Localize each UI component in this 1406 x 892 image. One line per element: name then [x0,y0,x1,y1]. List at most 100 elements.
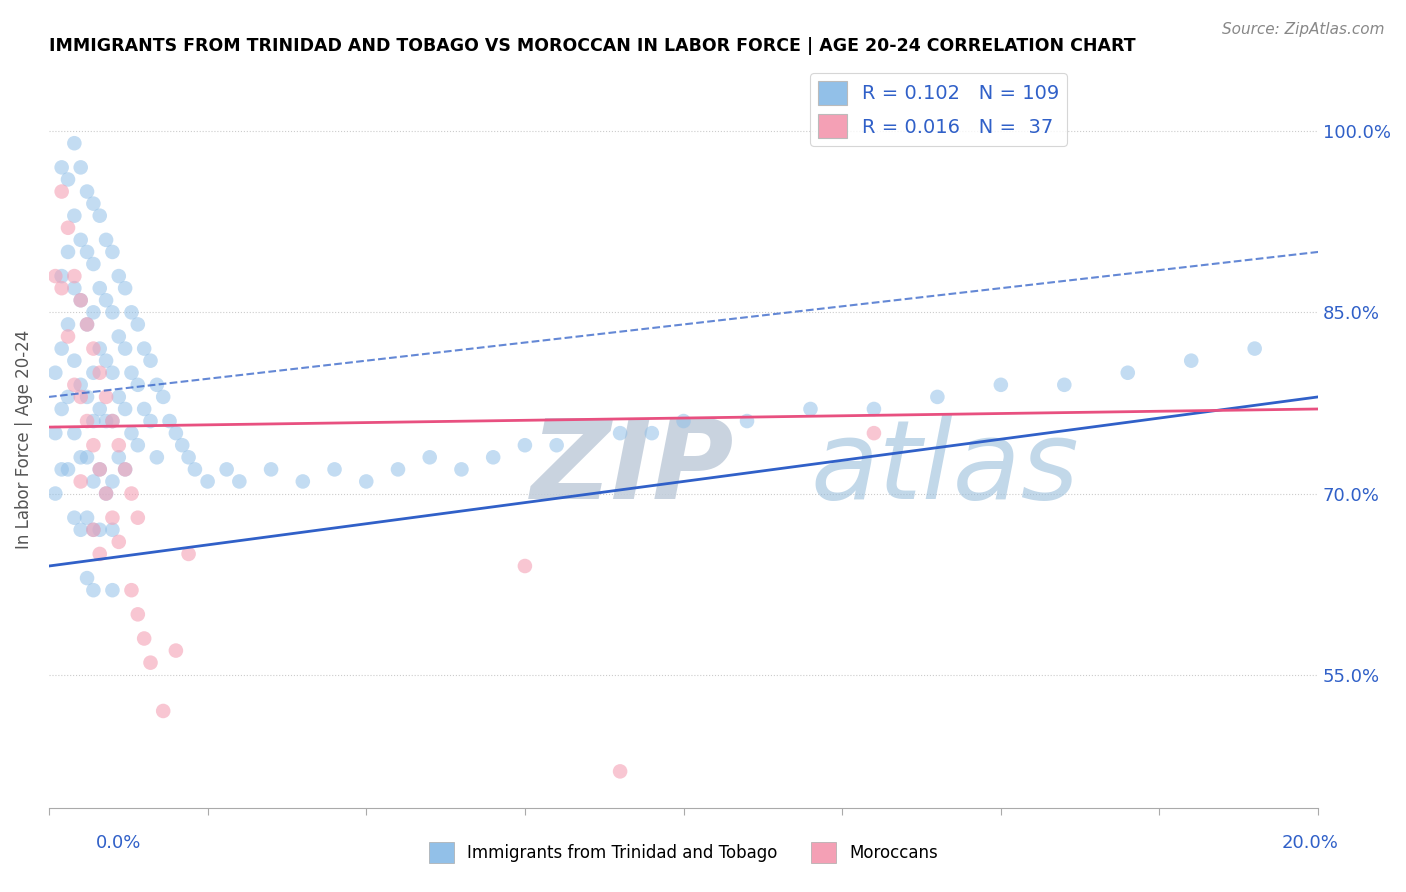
Point [1053,377,1076,392]
Point [1180,353,1202,368]
Point [356,475,378,489]
Point [94,486,117,500]
Point [51,269,73,284]
Point [609,426,631,441]
Point [127,607,149,622]
Point [76,390,98,404]
Text: 20.0%: 20.0% [1282,834,1339,852]
Point [51,281,73,295]
Point [513,559,536,574]
Y-axis label: In Labor Force | Age 20-24: In Labor Force | Age 20-24 [15,329,32,549]
Point [101,475,124,489]
Point [387,462,409,476]
Point [89,401,111,416]
Text: ZIP: ZIP [531,415,735,522]
Text: Source: ZipAtlas.com: Source: ZipAtlas.com [1222,22,1385,37]
Point [89,462,111,476]
Point [56,318,79,332]
Point [127,438,149,452]
Point [177,547,200,561]
Point [76,450,98,465]
Point [134,342,156,356]
Point [215,462,238,476]
Point [56,329,79,343]
Point [89,366,111,380]
Point [121,366,143,380]
Point [184,462,207,476]
Point [609,764,631,779]
Point [82,366,104,380]
Point [51,342,73,356]
Point [89,209,111,223]
Point [546,438,568,452]
Point [63,281,86,295]
Point [89,547,111,561]
Point [82,583,104,598]
Point [44,269,66,284]
Point [56,244,79,259]
Point [69,233,91,247]
Point [94,233,117,247]
Point [56,390,79,404]
Point [1116,366,1139,380]
Point [44,426,66,441]
Point [101,414,124,428]
Point [107,534,129,549]
Point [121,583,143,598]
Point [114,342,136,356]
Point [56,220,79,235]
Point [76,185,98,199]
Text: IMMIGRANTS FROM TRINIDAD AND TOBAGO VS MOROCCAN IN LABOR FORCE | AGE 20-24 CORRE: IMMIGRANTS FROM TRINIDAD AND TOBAGO VS M… [49,37,1136,55]
Point [63,426,86,441]
Point [76,571,98,585]
Point [927,390,949,404]
Point [107,269,129,284]
Point [177,450,200,465]
Point [82,342,104,356]
Point [114,462,136,476]
Point [101,583,124,598]
Point [291,475,314,489]
Point [76,244,98,259]
Point [323,462,346,476]
Point [863,426,886,441]
Point [56,172,79,186]
Point [139,414,162,428]
Point [89,523,111,537]
Point [107,329,129,343]
Point [419,450,441,465]
Point [63,510,86,524]
Point [51,401,73,416]
Point [94,414,117,428]
Point [450,462,472,476]
Point [94,293,117,308]
Point [69,293,91,308]
Point [134,401,156,416]
Point [114,401,136,416]
Text: atlas: atlas [810,415,1078,522]
Point [76,318,98,332]
Point [165,643,187,657]
Point [799,401,821,416]
Point [82,257,104,271]
Point [51,161,73,175]
Point [63,136,86,151]
Point [76,318,98,332]
Point [139,353,162,368]
Legend: R = 0.102   N = 109, R = 0.016   N =  37: R = 0.102 N = 109, R = 0.016 N = 37 [810,73,1067,145]
Point [482,450,505,465]
Point [146,377,169,392]
Point [82,523,104,537]
Point [101,244,124,259]
Point [69,475,91,489]
Point [101,510,124,524]
Point [69,293,91,308]
Point [513,438,536,452]
Point [672,414,695,428]
Text: 0.0%: 0.0% [96,834,141,852]
Point [152,704,174,718]
Point [63,377,86,392]
Point [56,462,79,476]
Point [101,305,124,319]
Point [82,414,104,428]
